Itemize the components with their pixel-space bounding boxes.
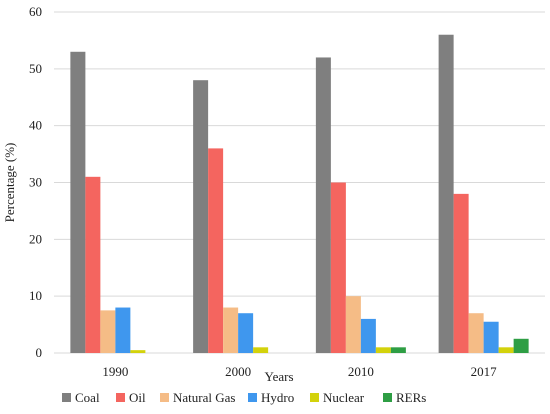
- y-tick-label: 20: [29, 231, 42, 246]
- y-tick-label: 30: [29, 175, 42, 190]
- legend-label: Coal: [75, 390, 100, 405]
- bars: [70, 34, 529, 354]
- bar-hydro: [115, 307, 131, 353]
- bar-natural-gas: [100, 310, 116, 353]
- bar-coal: [438, 34, 454, 353]
- y-tick-label: 10: [29, 288, 42, 303]
- legend: Coal Oil Natural Gas Hydro Nuclear RERs: [62, 390, 426, 405]
- gridlines: [54, 11, 545, 354]
- bar-hydro: [360, 318, 376, 353]
- legend-label: Nuclear: [323, 390, 365, 405]
- bar-oil: [330, 182, 346, 353]
- x-tick-label: 2010: [348, 364, 374, 379]
- bar-nuclear: [130, 350, 146, 353]
- y-axis-ticks: 0 10 20 30 40 50 60: [29, 4, 42, 360]
- legend-label: Natural Gas: [173, 390, 235, 405]
- legend-swatch: [62, 393, 71, 402]
- x-axis-ticks: 1990 2000 2010 2017: [102, 364, 497, 379]
- y-tick-label: 0: [36, 345, 43, 360]
- legend-swatch: [116, 393, 125, 402]
- bar-coal: [315, 57, 331, 353]
- y-tick-label: 60: [29, 4, 42, 19]
- bar-rers: [513, 338, 529, 353]
- x-tick-label: 1990: [102, 364, 128, 379]
- bar-natural-gas: [468, 313, 484, 353]
- bar-rers: [390, 347, 406, 353]
- legend-swatch: [383, 393, 392, 402]
- bar-nuclear: [375, 347, 391, 353]
- y-tick-label: 40: [29, 118, 42, 133]
- legend-label: RERs: [396, 390, 426, 405]
- y-axis-title: Percentage (%): [2, 143, 17, 223]
- legend-swatch: [248, 393, 257, 402]
- legend-swatch: [160, 393, 169, 402]
- legend-label: Oil: [129, 390, 146, 405]
- x-tick-label: 2000: [225, 364, 251, 379]
- legend-swatch: [310, 393, 319, 402]
- legend-label: Hydro: [261, 390, 294, 405]
- bar-natural-gas: [223, 307, 239, 353]
- x-axis-title: Years: [264, 369, 293, 384]
- bar-oil: [85, 176, 101, 353]
- bar-hydro: [483, 321, 499, 353]
- bar-coal: [193, 80, 209, 353]
- bar-nuclear: [253, 347, 269, 353]
- y-tick-label: 50: [29, 61, 42, 76]
- bar-oil: [208, 148, 224, 353]
- bar-hydro: [238, 313, 254, 353]
- bar-oil: [453, 193, 469, 353]
- x-tick-label: 2017: [471, 364, 498, 379]
- bar-natural-gas: [345, 296, 361, 353]
- bar-nuclear: [498, 347, 514, 353]
- bar-coal: [70, 51, 86, 354]
